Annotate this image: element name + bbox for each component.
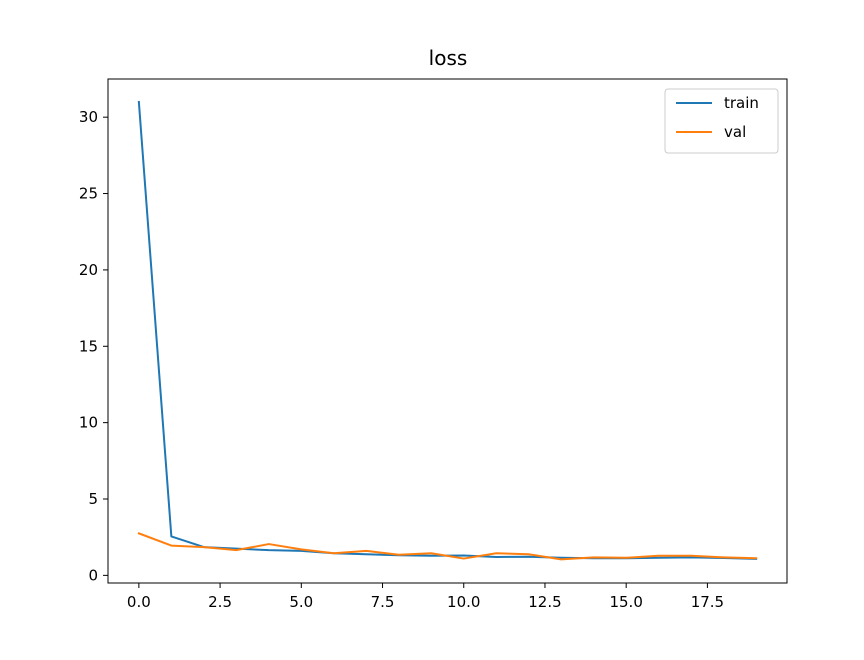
y-tick-label: 30 [79, 108, 98, 126]
x-tick-label: 15.0 [609, 593, 642, 611]
x-tick-label: 5.0 [289, 593, 313, 611]
y-tick-label: 25 [79, 185, 98, 203]
chart-title: loss [429, 46, 468, 70]
plot-frame [107, 78, 788, 584]
legend-box [664, 88, 779, 154]
x-tick-label: 2.5 [208, 593, 232, 611]
legend: train val [664, 88, 779, 154]
y-tick-label: 15 [79, 337, 98, 355]
x-tick-label: 17.5 [691, 593, 724, 611]
y-axis: 0 5 10 15 20 25 30 [79, 108, 108, 584]
x-tick-label: 10.0 [447, 593, 480, 611]
y-tick-label: 20 [79, 261, 98, 279]
x-tick-label: 0.0 [127, 593, 151, 611]
legend-label-train: train [724, 94, 759, 112]
x-axis: 0.0 2.5 5.0 7.5 10.0 12.5 15.0 17.5 [127, 583, 724, 611]
y-tick-label: 5 [88, 490, 98, 508]
y-tick-label: 10 [79, 414, 98, 432]
series-layer [137, 100, 758, 561]
x-tick-label: 7.5 [371, 593, 395, 611]
x-tick-label: 12.5 [528, 593, 561, 611]
legend-label-val: val [724, 123, 746, 141]
series-line-val [137, 532, 758, 561]
y-tick-label: 0 [88, 566, 98, 584]
